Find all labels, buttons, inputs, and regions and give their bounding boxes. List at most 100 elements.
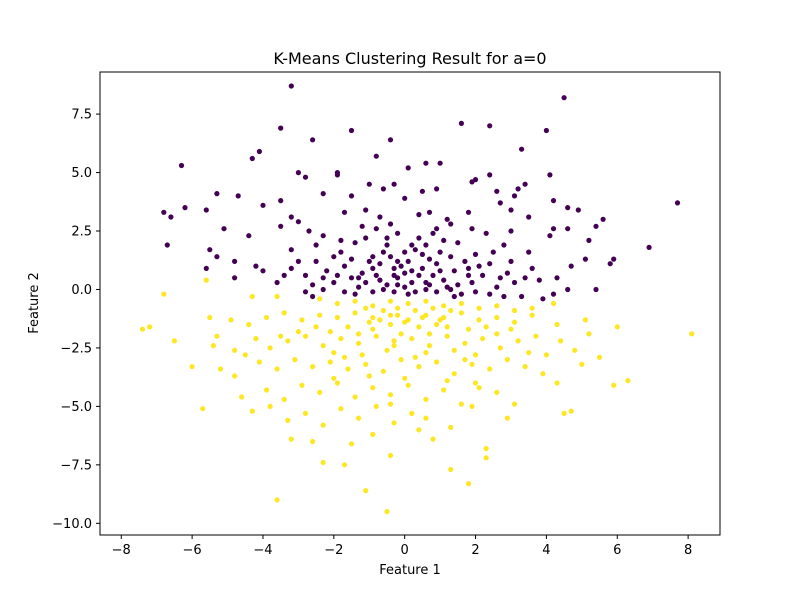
scatter-point: [402, 284, 408, 290]
scatter-point: [472, 352, 479, 358]
scatter-point: [504, 415, 510, 421]
plot-frame: [99, 71, 721, 536]
scatter-point: [472, 289, 479, 295]
scatter-point: [246, 321, 252, 328]
scatter-point: [320, 275, 326, 281]
scatter-point: [263, 387, 270, 393]
scatter-point: [285, 417, 291, 423]
scatter-point: [543, 352, 550, 358]
scatter-point: [235, 193, 241, 199]
scatter-point: [441, 303, 447, 309]
scatter-point: [384, 347, 390, 353]
scatter-point: [419, 188, 425, 194]
scatter-point: [373, 333, 379, 339]
scatter-point: [398, 357, 404, 363]
scatter-point: [472, 251, 479, 257]
scatter-point: [370, 431, 376, 437]
scatter-point: [409, 336, 415, 342]
scatter-point: [363, 488, 369, 494]
scatter-point: [416, 212, 422, 218]
scatter-point: [356, 275, 362, 281]
scatter-point: [306, 228, 312, 234]
scatter-point: [341, 354, 348, 360]
scatter-point: [426, 256, 433, 262]
scatter-point: [508, 326, 514, 332]
scatter-point: [370, 254, 376, 260]
scatter-point: [384, 235, 390, 241]
scatter-point: [540, 296, 546, 302]
scatter-point: [416, 235, 422, 241]
scatter-point: [302, 410, 309, 416]
scatter-point: [614, 324, 620, 330]
scatter-point: [600, 216, 606, 222]
scatter-point: [366, 319, 372, 325]
x-axis-label: Feature 1: [379, 563, 441, 578]
scatter-point: [341, 209, 348, 215]
scatter-point: [426, 209, 433, 215]
scatter-point: [171, 338, 177, 344]
scatter-point: [434, 359, 440, 365]
scatter-point: [313, 324, 319, 330]
scatter-point: [441, 237, 447, 243]
scatter-point: [370, 385, 376, 391]
scatter-point: [540, 371, 546, 377]
scatter-point: [572, 347, 578, 353]
scatter-point: [391, 343, 397, 349]
scatter-point: [288, 436, 294, 442]
scatter-point: [646, 244, 652, 250]
scatter-point: [210, 343, 216, 349]
scatter-point: [281, 272, 287, 278]
y-tick-label: 5.0: [71, 166, 92, 181]
scatter-point: [292, 357, 298, 363]
scatter-point: [164, 242, 170, 248]
scatter-point: [416, 272, 422, 278]
scatter-point: [550, 198, 557, 204]
scatter-point: [497, 345, 503, 351]
scatter-point: [256, 148, 262, 155]
scatter-point: [689, 331, 695, 337]
scatter-point: [426, 331, 433, 337]
scatter-point: [607, 261, 613, 267]
scatter-point: [387, 312, 394, 318]
scatter-point: [568, 263, 574, 269]
scatter-point: [511, 279, 518, 286]
scatter-point: [409, 279, 415, 286]
scatter-point: [161, 209, 167, 215]
scatter-point: [377, 214, 383, 220]
x-tick-label: −8: [112, 543, 131, 558]
scatter-point: [526, 214, 532, 220]
scatter-point: [217, 366, 224, 372]
scatter-point: [387, 298, 394, 304]
scatter-point: [341, 462, 348, 468]
scatter-point: [412, 354, 418, 360]
scatter-point: [253, 336, 259, 342]
scatter-point: [310, 364, 316, 370]
scatter-point: [370, 303, 376, 309]
scatter-point: [203, 265, 209, 271]
scatter-point: [267, 345, 273, 351]
scatter-point: [380, 286, 386, 293]
scatter-point: [497, 275, 503, 281]
scatter-point: [274, 497, 280, 503]
scatter-point: [373, 403, 379, 409]
scatter-point: [380, 186, 386, 192]
scatter-point: [455, 282, 461, 288]
scatter-point: [221, 226, 227, 232]
scatter-point: [434, 186, 440, 192]
scatter-point: [487, 123, 493, 129]
scatter-point: [203, 277, 209, 283]
x-tick-label: 4: [542, 543, 550, 558]
scatter-point: [348, 441, 355, 447]
y-tick-label: 0.0: [71, 283, 92, 298]
scatter-point: [458, 300, 464, 307]
scatter-point: [593, 286, 599, 293]
x-tick-label: 2: [471, 543, 479, 558]
scatter-point: [189, 364, 195, 370]
scatter-point: [214, 191, 220, 197]
scatter-point: [405, 300, 411, 307]
scatter-point: [363, 279, 369, 286]
scatter-point: [430, 272, 436, 278]
scatter-point: [472, 380, 479, 386]
y-axis-ticks: −10.0 −7.5 −5.0 −2.5 0.0 2.5 5.0 7.5: [52, 108, 100, 532]
